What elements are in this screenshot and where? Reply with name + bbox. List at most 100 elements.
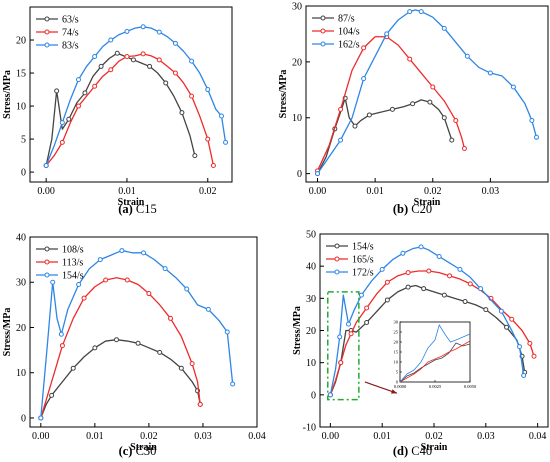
data-point — [108, 37, 114, 43]
data-point — [163, 80, 169, 86]
data-point — [141, 250, 146, 256]
x-tick-label: 0.01 — [366, 186, 384, 197]
y-tick-label: 20 — [16, 323, 26, 334]
data-point — [59, 343, 65, 349]
data-point — [119, 248, 125, 254]
x-axis-label: Strain — [421, 442, 448, 453]
chart-panel-1: 0.00 0.01 0.02 0 5 10 15 20 Strain Stress/MPa 63/s… — [2, 6, 233, 208]
data-point — [418, 244, 424, 250]
inset-y-tick-label: 5 — [396, 370, 399, 375]
data-point — [407, 9, 413, 15]
data-point — [361, 45, 367, 51]
data-point — [366, 112, 372, 118]
caption-b-letter: (b) — [392, 202, 409, 216]
data-point — [449, 137, 455, 143]
data-point — [140, 24, 146, 30]
y-tick-label: 0 — [21, 413, 26, 424]
series-1 — [327, 284, 528, 398]
legend-marker — [44, 42, 50, 48]
x-axis-label: Strain — [130, 442, 157, 453]
caption-b: (b) C20 — [275, 202, 550, 217]
data-point — [172, 40, 178, 46]
series-3 — [315, 9, 539, 177]
inset-series-line-1 — [399, 342, 471, 383]
data-point — [337, 334, 343, 340]
inset-y-tick-label: 0 — [396, 380, 399, 385]
inset-series-line-3 — [399, 324, 471, 383]
data-point — [315, 171, 321, 177]
data-point — [49, 392, 55, 398]
data-point — [124, 28, 130, 34]
legend-label: 172/s — [352, 268, 374, 279]
y-tick-label: 5 — [21, 135, 26, 146]
inset-y-tick-label: 30 — [394, 320, 399, 325]
data-point — [405, 270, 411, 276]
x-tick-label: 0.00 — [322, 431, 340, 442]
y-tick-label: 30 — [306, 294, 316, 305]
y-axis-label: Stress/MPa — [2, 70, 13, 119]
legend-label: 108/s — [62, 245, 84, 256]
x-tick-label: 0.04 — [248, 431, 266, 442]
data-point — [457, 266, 463, 272]
data-point — [441, 115, 447, 121]
y-tick-label: 40 — [306, 262, 316, 273]
data-point — [364, 319, 370, 325]
x-tick-label: 0.02 — [425, 431, 443, 442]
x-axis-label: Strain — [414, 197, 441, 208]
y-tick-label: 50 — [306, 230, 316, 241]
data-point — [184, 286, 190, 292]
data-point — [162, 266, 168, 272]
y-tick-label: 10 — [292, 113, 302, 124]
series-3 — [43, 24, 229, 168]
data-point — [81, 295, 87, 301]
data-point — [441, 292, 447, 298]
y-tick-label: 0 — [21, 168, 26, 179]
data-point — [427, 99, 433, 105]
data-point — [189, 93, 195, 99]
legend-marker — [44, 246, 50, 252]
data-point — [418, 9, 424, 15]
inset-chart: 0.0000 0.0025 0.0050 0 5 10 15 20 25 30 — [394, 320, 477, 389]
data-point — [179, 110, 185, 116]
legend-marker — [320, 41, 326, 47]
data-point — [156, 29, 162, 35]
x-tick-label: 0.01 — [86, 431, 104, 442]
data-point — [189, 361, 195, 367]
data-point — [533, 134, 539, 140]
data-point — [527, 340, 533, 346]
legend-marker — [44, 16, 50, 22]
legend-label: 165/s — [352, 255, 374, 266]
inset-y-tick-label: 25 — [394, 330, 399, 335]
data-point — [147, 63, 153, 69]
data-point — [58, 331, 64, 337]
legend-marker — [334, 256, 340, 262]
data-point — [197, 401, 203, 407]
series-3 — [327, 244, 527, 398]
data-point — [453, 118, 459, 124]
caption-c-letter: (c) — [118, 444, 133, 458]
inset-x-tick-label: 0.0025 — [429, 384, 442, 389]
data-point — [75, 77, 81, 83]
data-point — [113, 337, 119, 343]
data-point — [178, 365, 184, 371]
data-point — [205, 306, 211, 312]
data-point — [223, 139, 229, 145]
legend: 87/s 104/s 162/s — [312, 14, 360, 51]
y-axis-label: Stress/MPa — [292, 306, 303, 355]
data-point — [510, 84, 516, 90]
x-tick-label: 0.01 — [118, 186, 136, 197]
data-point — [205, 87, 211, 93]
zoom-arrow — [364, 381, 398, 394]
chart-panel-3: 0.00 0.01 0.02 0.03 0.04 0 10 20 30 40 Strain Stres… — [2, 233, 266, 454]
y-axis-label: Stress/MPa — [2, 308, 13, 357]
y-tick-label: 20 — [292, 57, 302, 68]
data-point — [338, 360, 344, 366]
data-point — [59, 120, 65, 126]
x-tick-label: 0.02 — [140, 431, 158, 442]
data-point — [172, 70, 178, 76]
caption-d-letter: (d) — [392, 444, 409, 458]
data-point — [43, 162, 49, 168]
data-point — [70, 365, 76, 371]
series-line — [329, 246, 525, 395]
data-point — [338, 106, 344, 112]
